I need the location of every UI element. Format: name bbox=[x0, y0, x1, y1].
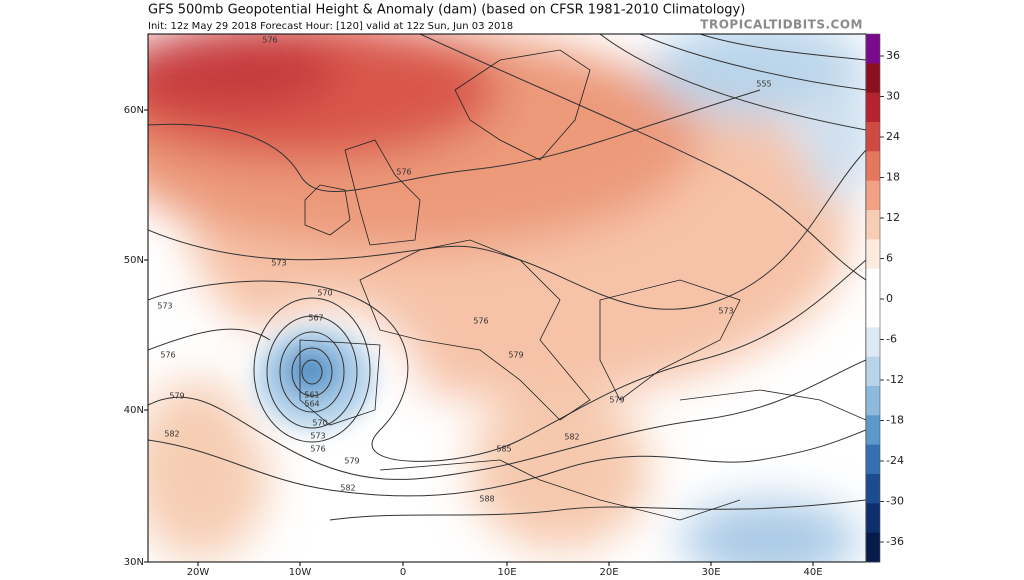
colorbar-segment bbox=[866, 444, 880, 475]
colorbar-label: 18 bbox=[886, 171, 900, 184]
contour-label: 570 bbox=[312, 419, 327, 428]
colorbar-segment bbox=[866, 63, 880, 94]
colorbar-segment bbox=[866, 210, 880, 240]
lat-label: 40N bbox=[124, 405, 144, 416]
lon-label: 20E bbox=[599, 567, 618, 576]
contour-label: 570 bbox=[317, 289, 332, 298]
lon-label: 20W bbox=[187, 567, 210, 576]
contour-label: 567 bbox=[308, 314, 323, 323]
colorbar-label: 30 bbox=[886, 90, 900, 103]
lon-label: 10W bbox=[289, 567, 312, 576]
subtitle: Init: 12z May 29 2018 Forecast Hour: [12… bbox=[148, 21, 513, 32]
contour-label: 564 bbox=[304, 400, 319, 409]
colorbar-segment bbox=[866, 386, 880, 416]
contour-label: 579 bbox=[344, 457, 359, 466]
colorbar-segment bbox=[866, 151, 880, 182]
colorbar-segment bbox=[866, 356, 880, 387]
contour-label: 555 bbox=[756, 80, 771, 89]
colorbar-label: 0 bbox=[886, 292, 893, 305]
contour-label: 576 bbox=[473, 317, 488, 326]
colorbar-label: 24 bbox=[886, 130, 900, 143]
colorbar-segment bbox=[866, 122, 880, 152]
contour-label: 576 bbox=[160, 351, 175, 360]
site-credit: TROPICALTIDBITS.COM bbox=[700, 18, 863, 32]
colorbar-segment bbox=[866, 92, 880, 123]
contour-label: 561 bbox=[304, 391, 319, 400]
colorbar-segment bbox=[866, 180, 880, 211]
lon-label: 0 bbox=[400, 567, 406, 576]
lat-label: 50N bbox=[124, 255, 144, 266]
contour-label: 573 bbox=[310, 432, 325, 441]
colorbar-label: -18 bbox=[886, 414, 904, 427]
colorbar-segment bbox=[866, 503, 880, 534]
colorbar-segment bbox=[866, 415, 880, 446]
colorbar-segment bbox=[866, 532, 880, 563]
colorbar-frame bbox=[865, 33, 881, 563]
colorbar-segment bbox=[866, 474, 880, 504]
colorbar-segment bbox=[866, 34, 880, 64]
colorbar-segment bbox=[866, 239, 880, 270]
colorbar-label: -6 bbox=[886, 333, 897, 346]
lon-label: 10E bbox=[497, 567, 516, 576]
contour-label: 576 bbox=[396, 168, 411, 177]
colorbar-label: 12 bbox=[886, 211, 900, 224]
colorbar-segment bbox=[866, 268, 880, 299]
contour-label: 573 bbox=[157, 302, 172, 311]
lon-label: 30E bbox=[701, 567, 720, 576]
colorbar-segment bbox=[866, 298, 880, 328]
contour-label: 582 bbox=[564, 433, 579, 442]
contour-label: 588 bbox=[479, 495, 494, 504]
contour-label: 576 bbox=[310, 445, 325, 454]
lat-label: 30N bbox=[124, 557, 144, 568]
contour-label: 576 bbox=[262, 36, 277, 45]
contour-label: 579 bbox=[508, 351, 523, 360]
colorbar-label: -30 bbox=[886, 495, 904, 508]
lon-label: 40E bbox=[803, 567, 822, 576]
map-field bbox=[148, 34, 866, 562]
contour-label: 573 bbox=[271, 259, 286, 268]
colorbar-label: -36 bbox=[886, 535, 904, 548]
contour-label: 582 bbox=[164, 430, 179, 439]
lat-label: 60N bbox=[124, 105, 144, 116]
colorbar-label: -24 bbox=[886, 454, 904, 467]
contour-label: 582 bbox=[340, 484, 355, 493]
contour-label: 579 bbox=[169, 392, 184, 401]
contour-label: 573 bbox=[718, 307, 733, 316]
contour-label: 579 bbox=[609, 396, 624, 405]
colorbar: 36 30 24 18 12 6 0 -6 -12 -18 -24 -30 -36 bbox=[865, 33, 904, 563]
colorbar-label: 36 bbox=[886, 49, 900, 62]
colorbar-label: 6 bbox=[886, 252, 893, 265]
title: GFS 500mb Geopotential Height & Anomaly … bbox=[148, 3, 745, 18]
contour-label: 585 bbox=[496, 445, 511, 454]
colorbar-segment bbox=[866, 327, 880, 358]
colorbar-label: -12 bbox=[886, 373, 904, 386]
